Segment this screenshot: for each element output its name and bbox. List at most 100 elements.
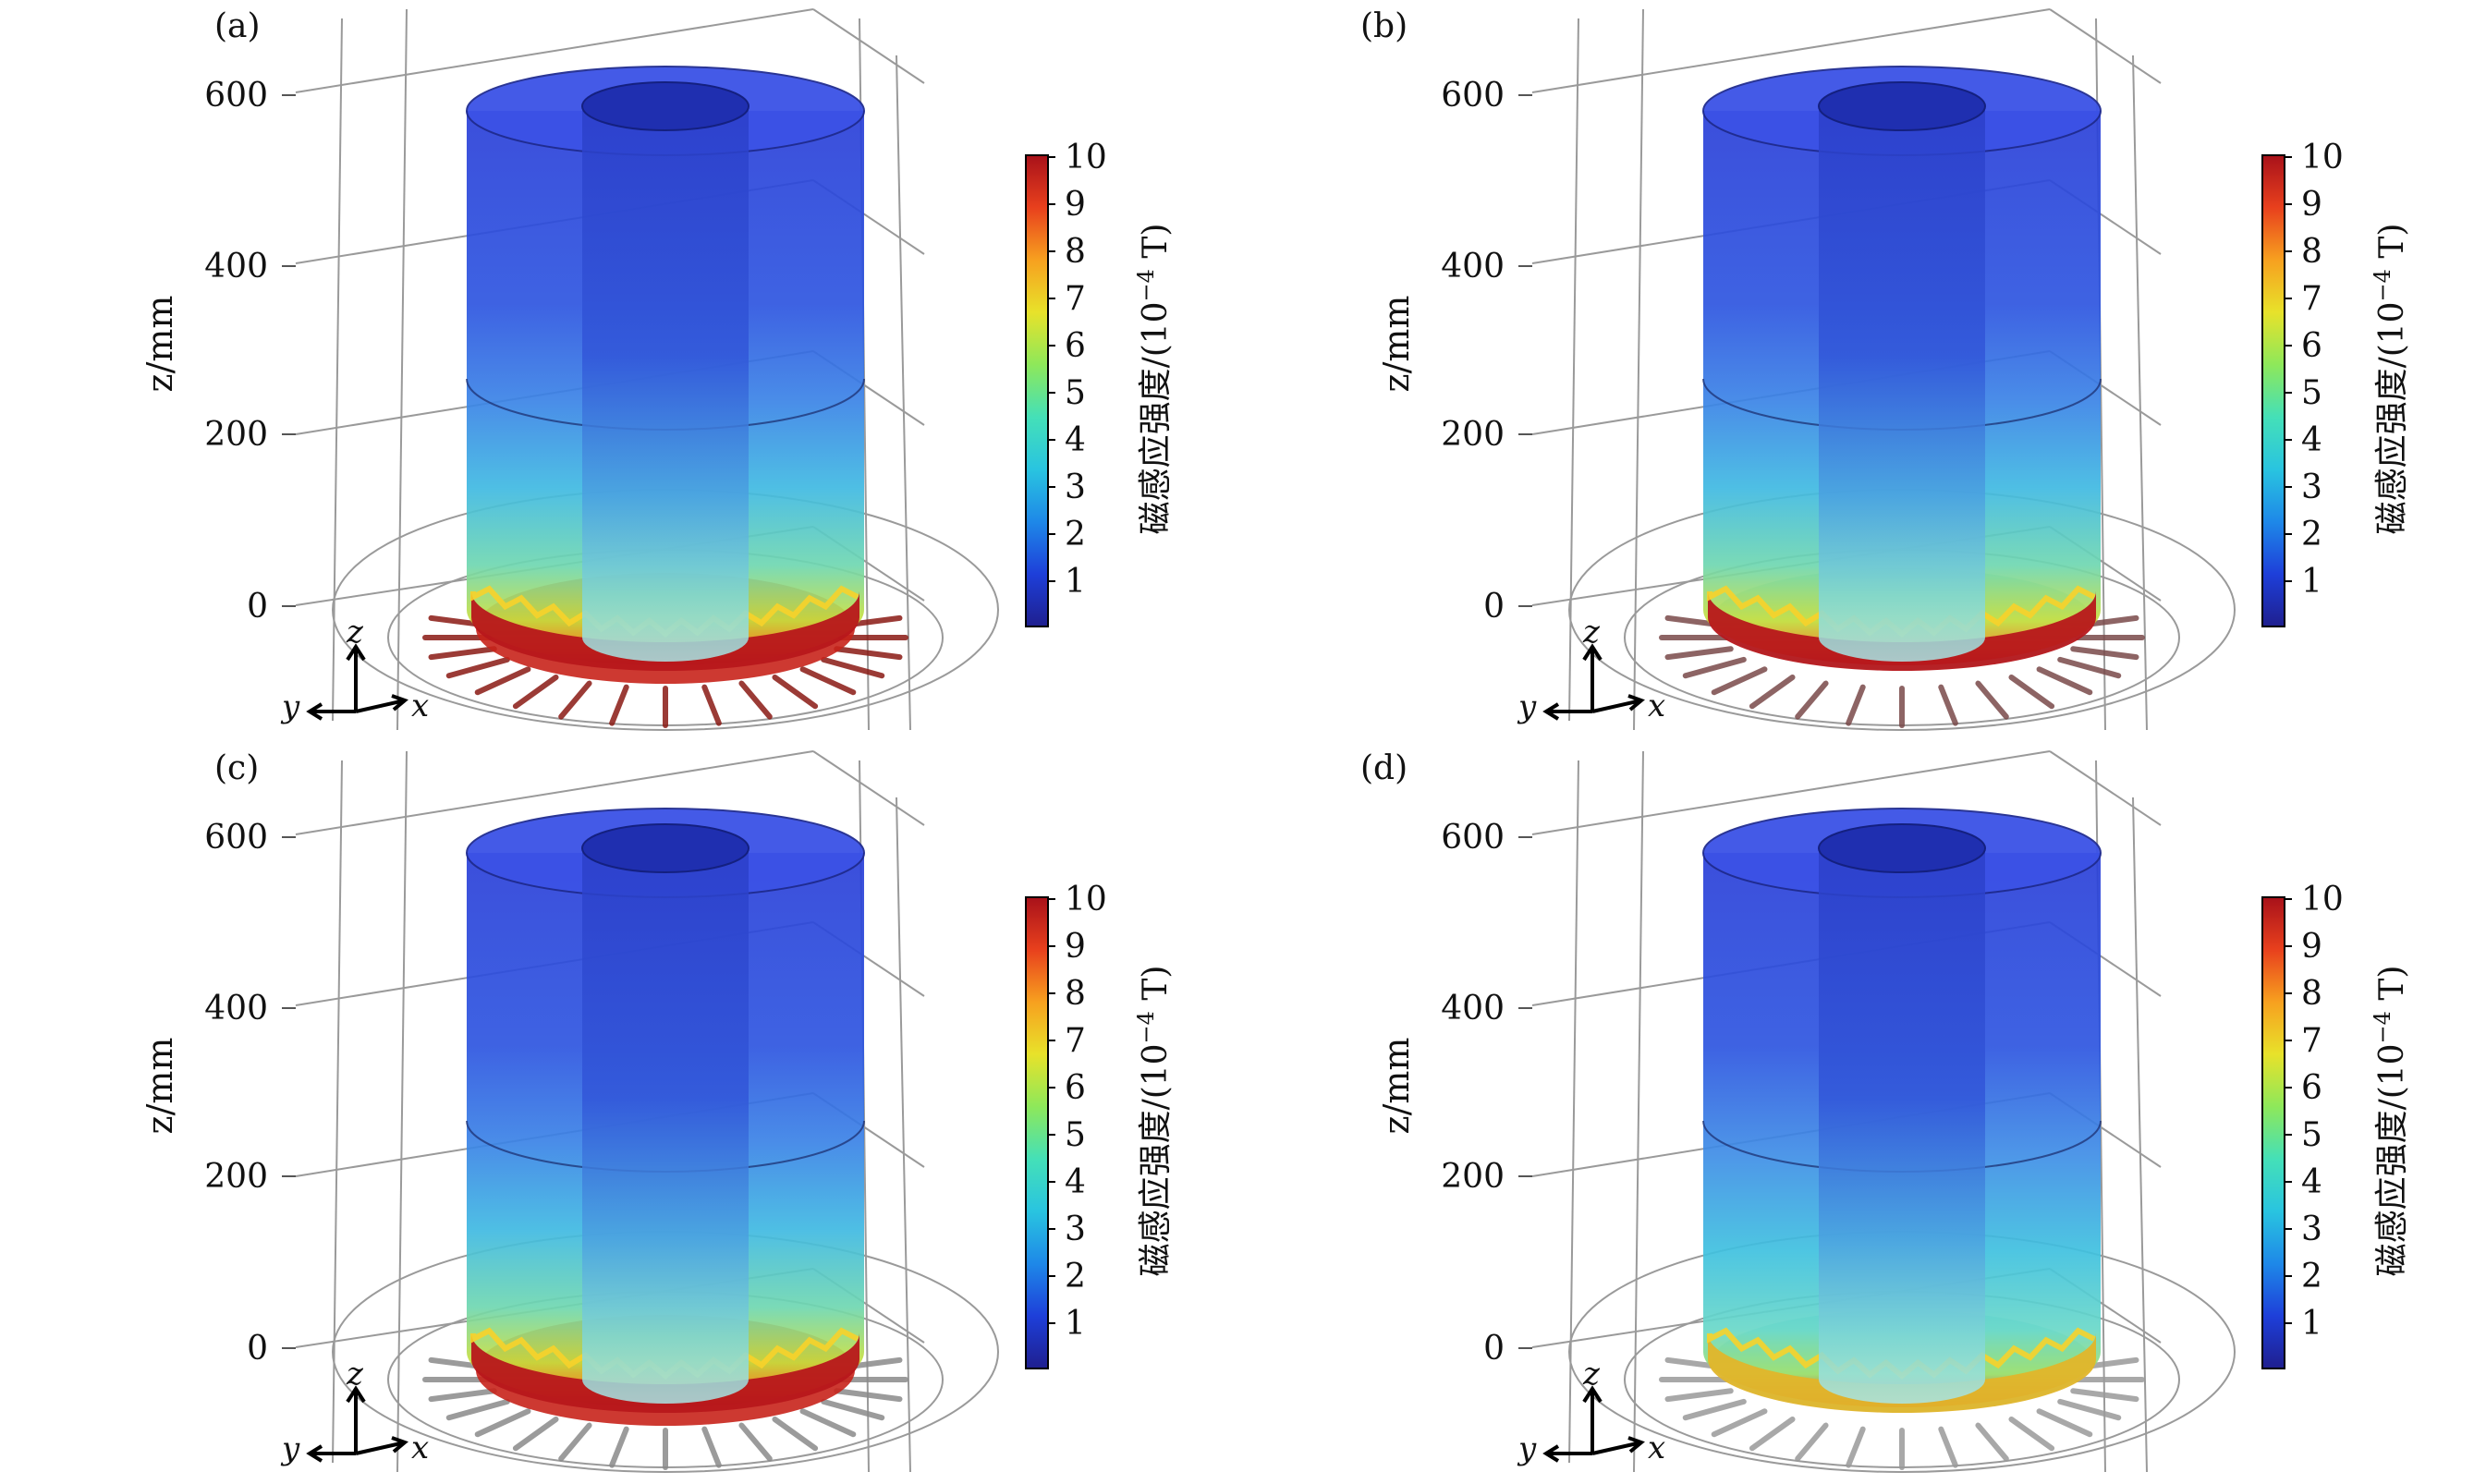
- rod: [1664, 646, 1734, 661]
- triad-x-label: x: [1648, 687, 1665, 724]
- triad-z-arrow: [346, 1385, 366, 1404]
- bottom-ring: [1708, 1333, 2096, 1413]
- rod: [428, 1388, 497, 1403]
- z-axis-label: z/mm: [140, 1038, 180, 1135]
- rod: [558, 680, 592, 720]
- rod: [2070, 646, 2139, 661]
- rod: [2057, 656, 2122, 679]
- rod: [772, 1417, 819, 1452]
- colorbar-tick-label: 9: [1065, 928, 1086, 966]
- colorbar-tick-label: 9: [2301, 928, 2322, 966]
- grid-line: [1633, 8, 1644, 731]
- triad-x-axis: [1591, 699, 1642, 713]
- z-tick-label: 400: [204, 248, 268, 286]
- grid-line: [1633, 750, 1644, 1473]
- panel-svg: 600 400 200 0 z/mm (a) z y x 10 9 8 7 6 5 4 3 2 1 磁感应强度/(10…: [140, 7, 1175, 731]
- triad-x-arrow: [1627, 1436, 1645, 1454]
- colorbar-tick-label: 5: [1065, 1116, 1086, 1154]
- triad-y-arrow: [1542, 702, 1560, 721]
- colorbar-label: 磁感应强度/(10−4 T): [1133, 224, 1175, 535]
- grid-line: [332, 18, 343, 722]
- panel-label: (d): [1360, 749, 1408, 787]
- z-tick-label: 600: [204, 77, 268, 115]
- inner-top: [581, 823, 750, 873]
- colorbar-tick-label: 10: [1065, 139, 1107, 176]
- triad-x-arrow: [391, 694, 408, 712]
- rod: [609, 1426, 629, 1468]
- rod: [1711, 666, 1768, 696]
- rod: [609, 684, 629, 726]
- grid-line: [896, 55, 911, 731]
- rod: [512, 675, 559, 710]
- panel-svg: 600 400 200 0 z/mm (b) z y x 10 9 8 7 6 5 4 3 2 1 磁感应强度/(10…: [1360, 7, 2411, 731]
- rod: [2057, 1398, 2122, 1421]
- rod: [1795, 1422, 1829, 1462]
- colorbar-label-unit: T): [1137, 966, 1175, 1012]
- rod: [445, 656, 510, 679]
- bottom-ring: [1708, 591, 2096, 671]
- bottom-ring: [471, 591, 859, 671]
- colorbar-label-exp: −4: [1133, 269, 1159, 301]
- rod: [1938, 684, 1958, 726]
- colorbar: [1025, 896, 1049, 1369]
- colorbar-label-text: 磁感应强度/(10: [1137, 1043, 1175, 1276]
- grid-line: [896, 797, 911, 1473]
- colorbar-label-exp: −4: [2370, 269, 2395, 301]
- colorbar-tick-label: 6: [1065, 327, 1086, 365]
- rod: [834, 646, 903, 661]
- colorbar-tick-label: 3: [2301, 468, 2322, 506]
- rod: [512, 1417, 559, 1452]
- grid-line: [1531, 750, 2051, 835]
- axis-triad: [306, 1385, 408, 1463]
- colorbar-tick-label: 2: [2301, 516, 2322, 553]
- colorbar-label: 磁感应强度/(10−4 T): [1133, 966, 1175, 1277]
- colorbar-tick-label: 1: [2301, 563, 2322, 601]
- colorbar-tick-label: 2: [1065, 1258, 1086, 1295]
- triad-y-arrow: [1542, 1444, 1560, 1463]
- inner-top: [1818, 81, 1986, 131]
- triad-y-label: y: [1517, 1430, 1537, 1467]
- z-tick-label: 400: [1441, 990, 1505, 1028]
- colorbar-tick-label: 4: [1065, 1163, 1086, 1201]
- rod: [445, 1398, 510, 1421]
- z-axis-label: z/mm: [1376, 1038, 1417, 1135]
- triad-y-label: y: [280, 1430, 300, 1467]
- colorbar-tick-label: 9: [2301, 186, 2322, 224]
- rod: [2008, 675, 2055, 710]
- colorbar-tick-label: 6: [2301, 1069, 2322, 1107]
- colorbar-label-text: 磁感应强度/(10: [2373, 1043, 2411, 1276]
- grid-line: [812, 750, 925, 826]
- z-tick-label: 600: [1441, 819, 1505, 857]
- rod: [1749, 1417, 1796, 1452]
- triad-y-label: y: [1517, 688, 1537, 725]
- colorbar-tick-label: 8: [2301, 233, 2322, 271]
- colorbar-tick-label: 10: [1065, 881, 1107, 918]
- grid-line: [1568, 760, 1579, 1464]
- triad-z-arrow: [1582, 643, 1603, 662]
- inner-top: [581, 81, 750, 131]
- inner-cylinder: [582, 848, 749, 1404]
- colorbar-tick-label: 4: [1065, 421, 1086, 459]
- rod: [1682, 1398, 1747, 1421]
- radial-rods: [422, 1356, 908, 1470]
- colorbar-tick-label: 3: [1065, 1210, 1086, 1248]
- colorbar-tick-label: 7: [1065, 1022, 1086, 1060]
- panel-label: (a): [214, 7, 261, 45]
- z-tick-label: 400: [204, 990, 268, 1028]
- rod: [738, 680, 773, 720]
- colorbar-tick-label: 9: [1065, 186, 1086, 224]
- rod: [701, 1426, 722, 1468]
- z-tick-label: 0: [1483, 588, 1505, 626]
- panel-b: 600 400 200 0 z/mm (b) z y x 10 9 8 7 6 5 4 3 2 1 磁感应强度/(10…: [1237, 0, 2474, 742]
- z-tick-label: 600: [204, 819, 268, 857]
- rod: [428, 646, 497, 661]
- grid-line: [332, 760, 343, 1464]
- colorbar-label-text: 磁感应强度/(10: [1137, 301, 1175, 534]
- panel-a: 600 400 200 0 z/mm (a) z y x 10 9 8 7 6 5 4 3 2 1 磁感应强度/(10…: [0, 0, 1237, 742]
- colorbar-label-unit: T): [2373, 224, 2411, 270]
- colorbar-tick-label: 1: [2301, 1305, 2322, 1343]
- triad-y-arrow: [306, 1444, 323, 1463]
- axis-triad: [306, 643, 408, 721]
- rod: [834, 1388, 903, 1403]
